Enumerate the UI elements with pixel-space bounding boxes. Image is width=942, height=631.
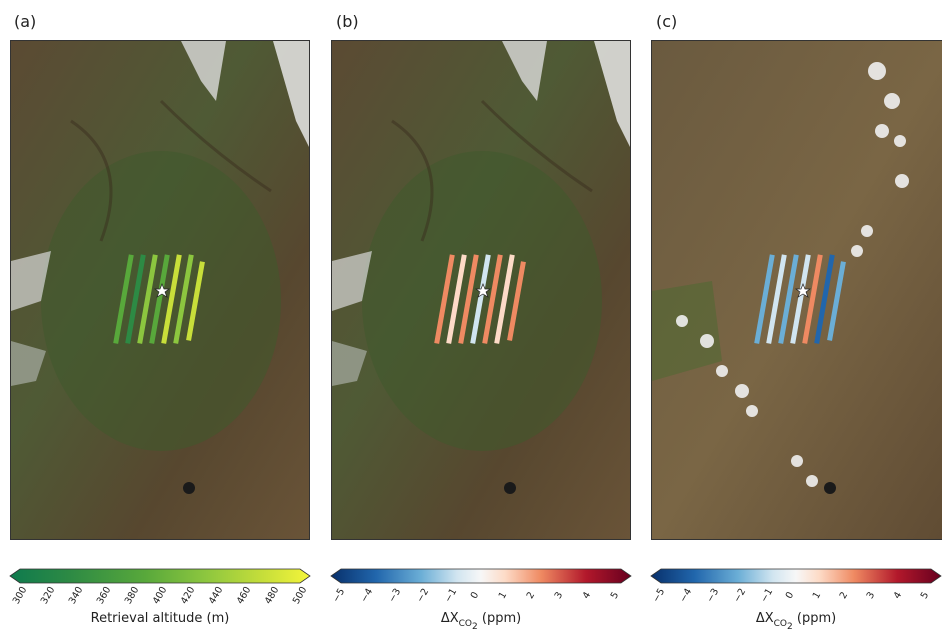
colorbar-tick-label: −4 — [677, 586, 695, 605]
colorbar-b-label: ΔXCO2 (ppm) — [440, 611, 522, 631]
colorbar-tick-label: 0 — [468, 590, 482, 601]
colorbar-tick-label: −1 — [758, 586, 776, 605]
colorbar-tick-label: 5 — [918, 590, 932, 601]
colorbar-tick-label: 1 — [496, 590, 510, 601]
colorbar-a — [9, 568, 311, 584]
site-star-icon — [153, 283, 171, 298]
colorbar-tick-label: 460 — [234, 584, 254, 607]
colorbar-tick-label: 480 — [262, 584, 282, 607]
panel-a-label: (a) — [14, 12, 37, 31]
swath-b — [434, 254, 526, 344]
colorbar-tick-label: −2 — [414, 586, 432, 605]
site-star-icon — [794, 283, 812, 298]
colorbar-tick-label: 380 — [122, 584, 142, 607]
colorbar-tick-label: 0 — [783, 590, 797, 601]
colorbar-tick-label: 440 — [206, 584, 226, 607]
colorbar-tick-label: 2 — [837, 590, 851, 601]
colorbar-tick-label: 1 — [810, 590, 824, 601]
colorbar-tick-label: −3 — [704, 586, 722, 605]
site-star-icon — [474, 283, 492, 298]
swath-c — [754, 254, 846, 344]
map-panel-c — [651, 40, 942, 540]
colorbar-c-label: ΔXCO2 (ppm) — [755, 611, 837, 631]
colorbar-tick-label: 360 — [94, 584, 114, 607]
colorbar-tick-label: −1 — [442, 586, 460, 605]
colorbar-tick-label: −5 — [650, 586, 668, 605]
colorbar-tick-label: 420 — [178, 584, 198, 607]
colorbar-c — [650, 568, 942, 584]
colorbar-tick-label: −3 — [386, 586, 404, 605]
colorbar-tick-label: −2 — [731, 586, 749, 605]
colorbar-tick-label: 400 — [150, 584, 170, 607]
swath-a — [113, 254, 205, 344]
panel-c-label: (c) — [656, 12, 678, 31]
colorbar-tick-label: 4 — [891, 590, 905, 601]
map-panel-b — [331, 40, 631, 540]
colorbar-tick-label: 340 — [66, 584, 86, 607]
panel-b-label: (b) — [336, 12, 359, 31]
colorbar-tick-label: −4 — [358, 586, 376, 605]
colorbar-tick-label: 300 — [10, 584, 30, 607]
colorbar-tick-label: 5 — [608, 590, 622, 601]
colorbar-tick-label: 500 — [290, 584, 310, 607]
colorbar-tick-label: −5 — [330, 586, 348, 605]
map-panel-a — [10, 40, 310, 540]
colorbar-tick-label: 3 — [552, 590, 566, 601]
colorbar-tick-label: 2 — [524, 590, 538, 601]
colorbar-b — [330, 568, 632, 584]
colorbar-tick-label: 320 — [38, 584, 58, 607]
colorbar-tick-label: 3 — [864, 590, 878, 601]
colorbar-tick-label: 4 — [580, 590, 594, 601]
colorbar-a-label: Retrieval altitude (m) — [90, 611, 230, 626]
